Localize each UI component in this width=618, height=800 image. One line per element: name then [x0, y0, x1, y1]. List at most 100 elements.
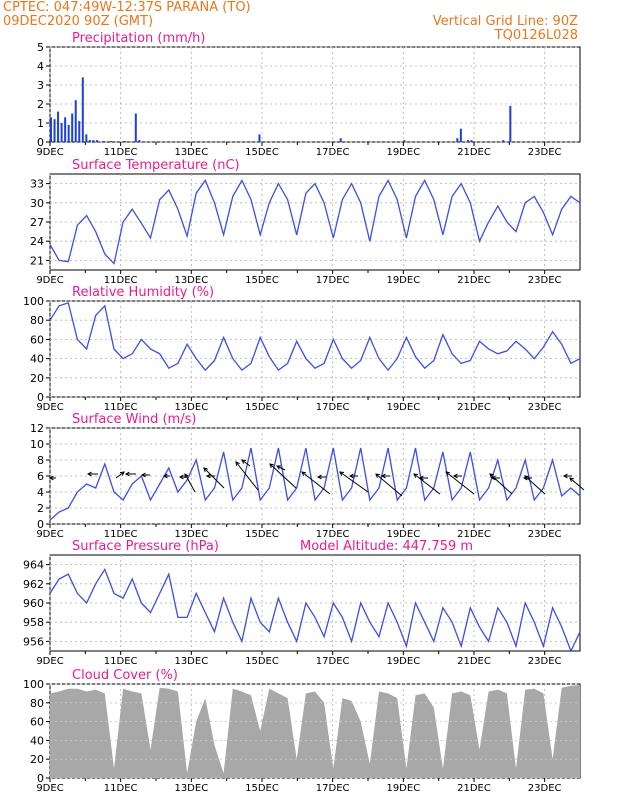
y-tick-label: 60: [30, 716, 44, 729]
precip-bar: [134, 113, 137, 142]
y-tick-label: 21: [30, 254, 44, 267]
precip-bar: [78, 121, 81, 142]
panel-title: Surface Wind (m/s): [72, 412, 196, 427]
precip-bar: [85, 134, 88, 142]
wind-arrow: [445, 471, 475, 495]
x-tick-label: 19DEC: [386, 402, 420, 413]
x-tick-label: 17DEC: [316, 402, 350, 413]
wind-arrow: [413, 473, 441, 495]
header-date: 09DEC2020 90Z (GMT): [3, 14, 154, 29]
y-tick-label: 27: [30, 216, 44, 229]
wind-arrow-head: [86, 471, 92, 477]
precip-bar: [258, 134, 261, 142]
y-tick-label: 100: [23, 678, 44, 691]
panel-frame: [49, 46, 581, 143]
precip-bar: [92, 140, 95, 142]
wind-arrow-head: [140, 472, 146, 478]
wind-arrow-head: [339, 471, 345, 476]
precip-bar: [110, 141, 113, 142]
x-tick-label: 13DEC: [174, 147, 208, 158]
wind-arrow-head: [241, 459, 247, 464]
y-tick-label: 80: [30, 697, 44, 710]
x-tick-label: 17DEC: [316, 529, 350, 540]
y-tick-label: 0: [37, 772, 44, 785]
wind-arrow-head: [276, 465, 282, 470]
x-tick-label: 9DEC: [36, 402, 63, 413]
wind-arrow-head: [301, 471, 306, 476]
x-tick-label: 21DEC: [457, 783, 491, 794]
x-tick-label: 13DEC: [174, 402, 208, 413]
wind-arrow-head: [452, 473, 458, 479]
x-tick-label: 9DEC: [36, 275, 63, 286]
y-tick-label: 20: [30, 372, 44, 385]
wind-arrow: [301, 471, 331, 495]
y-tick-label: 958: [23, 616, 44, 629]
x-tick-label: 15DEC: [245, 147, 279, 158]
precip-bar: [50, 117, 52, 142]
x-tick-label: 13DEC: [174, 656, 208, 667]
x-tick-label: 15DEC: [245, 275, 279, 286]
y-tick-label: 24: [30, 235, 44, 248]
y-tick-label: 4: [37, 60, 44, 73]
series-line: [49, 447, 581, 521]
panel-frame: [49, 300, 581, 398]
x-tick-label: 23DEC: [528, 147, 562, 158]
precip-bar: [53, 119, 56, 142]
x-tick-label: 17DEC: [316, 147, 350, 158]
series-line: [49, 302, 581, 372]
x-tick-label: 13DEC: [174, 783, 208, 794]
x-tick-label: 15DEC: [245, 656, 279, 667]
wind-arrow: [203, 467, 225, 489]
x-tick-label: 23DEC: [528, 402, 562, 413]
y-tick-label: 0: [37, 136, 44, 149]
x-tick-label: 19DEC: [386, 275, 420, 286]
precip-bar: [509, 105, 512, 142]
header-model-code: TQ0126L028: [494, 28, 578, 43]
precip-bar: [103, 141, 105, 142]
precip-bar: [71, 113, 74, 142]
precip-bar: [124, 141, 127, 142]
x-tick-label: 13DEC: [174, 275, 208, 286]
x-tick-label: 19DEC: [386, 783, 420, 794]
panel-title: Relative Humidity (%): [72, 285, 214, 300]
y-tick-label: 1: [37, 117, 44, 130]
precip-bar: [339, 138, 342, 142]
x-tick-label: 21DEC: [457, 656, 491, 667]
x-tick-label: 23DEC: [528, 783, 562, 794]
precip-bar: [60, 123, 63, 142]
x-tick-label: 23DEC: [528, 656, 562, 667]
wind-arrow-head: [413, 473, 419, 478]
wind-arrow-head: [489, 473, 495, 478]
y-tick-label: 20: [30, 753, 44, 766]
precip-bar: [470, 140, 473, 142]
y-tick-label: 962: [23, 578, 44, 591]
x-tick-label: 21DEC: [457, 402, 491, 413]
wind-arrow: [235, 461, 259, 491]
wind-arrow: [184, 473, 196, 493]
y-tick-label: 960: [23, 597, 44, 610]
wind-arrow-head: [235, 461, 240, 466]
wind-arrow-head: [178, 474, 184, 480]
x-tick-label: 23DEC: [528, 529, 562, 540]
precip-bar: [138, 140, 141, 142]
wind-arrow-head: [375, 473, 381, 478]
x-tick-label: 11DEC: [104, 147, 138, 158]
wind-arrow-head: [445, 471, 450, 476]
x-tick-label: 21DEC: [457, 275, 491, 286]
y-tick-label: 60: [30, 333, 44, 346]
x-tick-label: 15DEC: [245, 529, 279, 540]
wind-arrow-head: [184, 473, 189, 478]
x-tick-label: 23DEC: [528, 275, 562, 286]
y-tick-label: 33: [30, 178, 44, 191]
y-tick-label: 2: [37, 98, 44, 111]
precip-bar: [456, 138, 459, 142]
wind-arrow-head: [205, 473, 211, 479]
precip-bar: [57, 111, 60, 142]
wind-arrow-head: [269, 463, 275, 468]
y-tick-label: 0: [37, 518, 44, 531]
x-tick-label: 9DEC: [36, 529, 63, 540]
wind-arrow-head: [490, 475, 496, 481]
cloud-area: [50, 684, 580, 778]
wind-arrow-head: [162, 473, 168, 479]
